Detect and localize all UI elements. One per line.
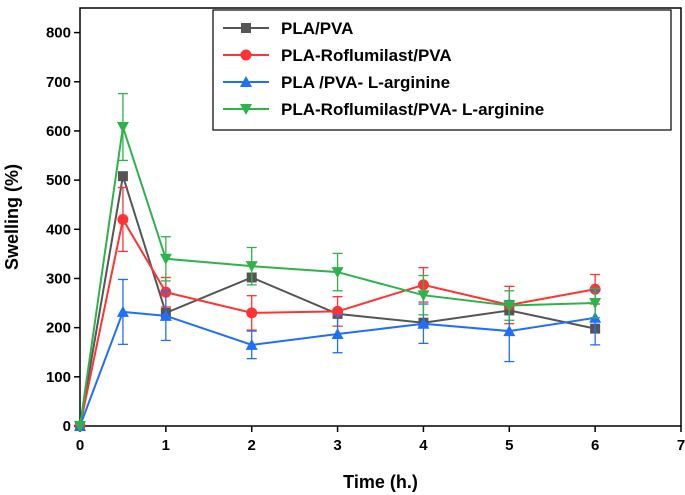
data-point — [417, 290, 430, 302]
legend-marker — [240, 104, 252, 115]
x-tick-label: 3 — [333, 437, 341, 454]
legend-label: PLA-Roflumilast/PVA- L-arginine — [281, 100, 544, 119]
y-tick-label: 600 — [46, 123, 71, 140]
legend-marker — [240, 76, 252, 87]
data-point — [589, 298, 602, 310]
series-line — [79, 216, 596, 427]
x-axis-title: Time (h.) — [343, 472, 418, 492]
x-tick-label: 5 — [505, 437, 513, 454]
data-point — [503, 325, 516, 337]
legend-label: PLA /PVA- L-arginine — [281, 73, 450, 92]
data-point — [159, 309, 172, 321]
series-group — [74, 92, 602, 432]
legend-marker — [240, 49, 252, 61]
y-tick-label: 0 — [63, 418, 71, 435]
data-point — [74, 421, 86, 432]
y-tick-label: 100 — [46, 369, 71, 386]
series-3 — [74, 278, 602, 431]
legend-box — [212, 9, 672, 131]
data-point — [117, 213, 129, 225]
data-point — [245, 261, 258, 273]
legend: PLA/PVA PLA-Roflumilast/PVA PLA /PVA- L-ar… — [212, 9, 672, 131]
plot-frame — [79, 7, 682, 427]
data-point — [245, 338, 258, 350]
legend-label: PLA/PVA — [281, 19, 353, 38]
y-tick-label: 200 — [46, 320, 71, 337]
x-tick-label: 6 — [591, 437, 599, 454]
data-point — [117, 171, 128, 182]
y-tick-label: 800 — [46, 25, 71, 42]
series-2 — [74, 186, 601, 432]
data-point — [246, 307, 258, 319]
series-line — [79, 310, 596, 427]
x-tick-label: 2 — [248, 437, 256, 454]
y-tick-label: 700 — [46, 74, 71, 91]
y-axis-title: Swelling (%) — [2, 164, 22, 270]
series-4 — [74, 92, 602, 432]
data-point — [116, 122, 129, 134]
series-line — [79, 126, 596, 427]
data-point — [331, 267, 344, 279]
y-tick-label: 300 — [46, 270, 71, 287]
data-point — [332, 305, 344, 317]
data-point — [503, 300, 516, 312]
x-tick-label: 7 — [677, 437, 685, 454]
legend-marker — [241, 23, 251, 33]
y-tick-label: 500 — [46, 172, 71, 189]
y-tick-label: 400 — [46, 221, 71, 238]
x-tick-label: 4 — [419, 437, 428, 454]
x-tick-label: 0 — [76, 437, 84, 454]
legend-label: PLA-Roflumilast/PVA — [281, 46, 452, 65]
data-point — [159, 253, 172, 265]
data-point — [116, 305, 129, 317]
data-point — [331, 328, 344, 340]
data-point — [417, 317, 430, 329]
series-line — [79, 175, 596, 427]
x-tick-label: 1 — [162, 437, 170, 454]
